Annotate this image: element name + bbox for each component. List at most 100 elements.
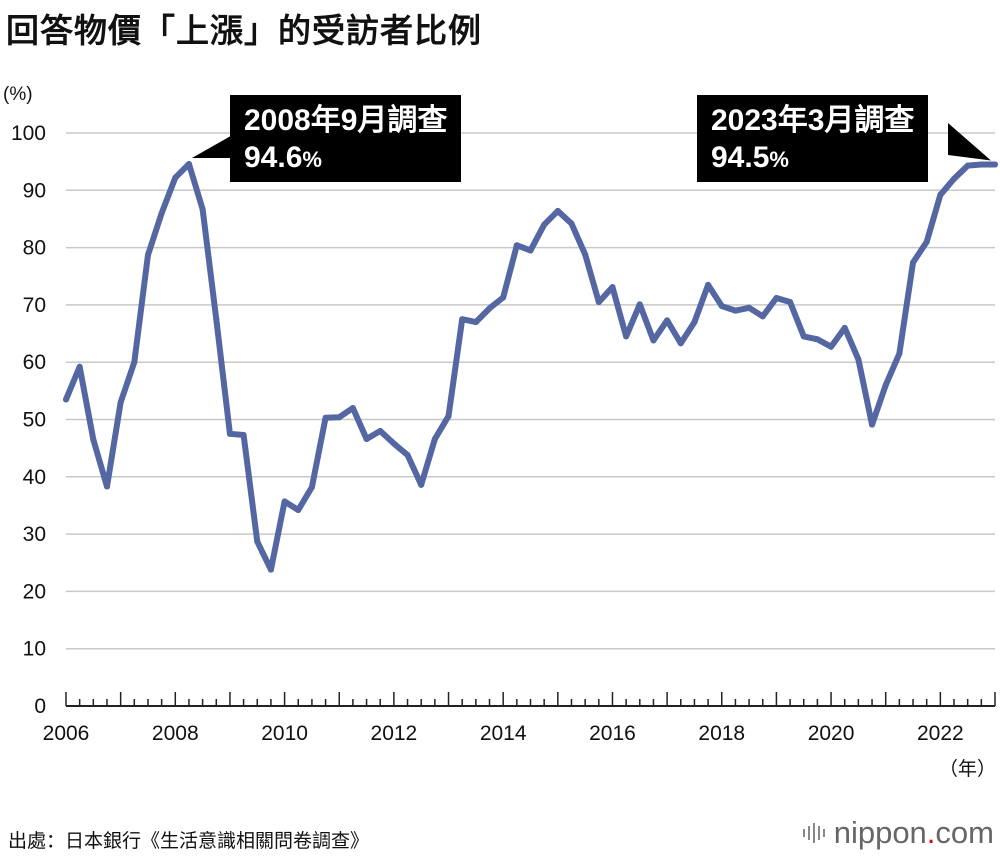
- x-axis-unit-label: （年）: [939, 758, 996, 780]
- x-tick-label-2016: 2016: [589, 722, 636, 745]
- callout-2023-label: 2023年3月調查: [711, 104, 915, 137]
- data-point-2008.5: [199, 206, 206, 213]
- logo-suffix-text: com: [935, 815, 994, 850]
- data-point-2007.75: [158, 210, 165, 217]
- y-tick-label-20: 20: [23, 580, 46, 603]
- logo-dot: .: [926, 815, 936, 850]
- data-point-2010.25: [295, 507, 302, 514]
- data-point-2017: [664, 317, 671, 324]
- data-point-2017.25: [677, 340, 684, 347]
- data-point-2010.5: [308, 484, 315, 491]
- series-layer: [63, 160, 998, 573]
- data-point-2009.5: [254, 538, 261, 545]
- data-point-2014: [500, 294, 507, 301]
- data-point-2022.5: [964, 162, 971, 169]
- data-point-2022.75: [978, 161, 985, 168]
- data-point-2020.5: [855, 356, 862, 363]
- data-point-2019: [773, 295, 780, 302]
- source-note: 出處：日本銀行《生活意識相關問卷調查》: [8, 831, 370, 852]
- data-point-2018.5: [746, 304, 753, 311]
- data-point-2012.5: [418, 481, 425, 488]
- data-point-2018.75: [759, 313, 766, 320]
- callout-2023-pointer: [948, 123, 991, 161]
- series-line-0: [63, 160, 998, 573]
- data-point-2008: [172, 174, 179, 181]
- data-point-2008.25: [185, 160, 192, 167]
- data-point-2014.5: [527, 247, 534, 254]
- data-point-2016.75: [650, 337, 657, 344]
- data-point-2008.75: [213, 316, 220, 323]
- data-point-2015: [554, 207, 561, 214]
- data-point-2020.25: [841, 324, 848, 331]
- data-point-2011.5: [363, 435, 370, 442]
- data-point-2006: [63, 396, 69, 403]
- data-point-2019.25: [787, 299, 794, 306]
- x-tick-label-2008: 2008: [152, 722, 199, 745]
- y-tick-label-60: 60: [23, 351, 46, 374]
- callout-pointers: [191, 123, 991, 161]
- callout-2023-unit: %: [769, 146, 789, 172]
- data-point-2014.25: [513, 242, 520, 249]
- data-point-2009: [226, 430, 233, 437]
- callout-2008-value: 94.6: [244, 140, 303, 174]
- data-point-2012.25: [404, 452, 411, 459]
- y-tick-label-70: 70: [23, 294, 46, 317]
- callout-2008-label: 2008年9月調查: [244, 104, 448, 137]
- data-point-2006.75: [103, 483, 110, 490]
- data-point-2020: [828, 343, 835, 350]
- data-point-2013: [445, 413, 452, 420]
- data-point-2022.25: [951, 175, 958, 182]
- nippon-logo: nippon. com: [802, 815, 994, 851]
- data-point-2019.5: [800, 333, 807, 340]
- callout-2008-pointer: [191, 133, 236, 158]
- x-tick-label-2020: 2020: [808, 722, 855, 745]
- callout-2023-value: 94.5: [711, 140, 770, 174]
- data-point-2015.75: [595, 299, 602, 306]
- data-point-2017.5: [691, 319, 698, 326]
- callout-2023-latest: 2023年3月調查 94.5%: [697, 95, 929, 183]
- data-point-2021: [882, 382, 889, 389]
- y-tick-label-0: 0: [34, 695, 46, 718]
- callout-2023-value-line: 94.5%: [711, 140, 914, 177]
- data-point-2018: [718, 303, 725, 310]
- x-tick-label-2010: 2010: [261, 722, 308, 745]
- data-point-2010.75: [322, 414, 329, 421]
- data-point-2015.5: [582, 251, 589, 258]
- axes: 0 10 20 30 40 50 60 70 80 90 100 2006 2008 2010 2012 20…: [11, 122, 996, 745]
- y-axis-unit-label: (%): [3, 84, 33, 105]
- y-tick-label-80: 80: [23, 237, 46, 260]
- data-point-2022: [937, 191, 944, 198]
- y-tick-label-90: 90: [23, 179, 46, 202]
- data-point-2012: [390, 440, 397, 447]
- data-point-2006.25: [76, 363, 83, 370]
- data-point-2020.75: [869, 421, 876, 428]
- x-tick-label-2006: 2006: [43, 722, 90, 745]
- data-point-2017.75: [705, 281, 712, 288]
- data-point-2016.5: [636, 301, 643, 308]
- data-point-2007: [117, 399, 124, 406]
- data-point-2013.5: [472, 319, 479, 326]
- data-point-2012.75: [431, 435, 438, 442]
- y-tick-label-30: 30: [23, 523, 46, 546]
- data-point-2013.75: [486, 305, 493, 312]
- logo-bars-icon: [802, 818, 828, 848]
- callout-2008-unit: %: [302, 146, 322, 172]
- data-point-2015.25: [568, 220, 575, 227]
- data-point-2021.75: [923, 238, 930, 245]
- data-point-2019.75: [814, 336, 821, 343]
- data-point-2016: [609, 284, 616, 291]
- data-point-2009.25: [240, 431, 247, 438]
- callout-2008-peak: 2008年9月調查 94.6%: [230, 95, 462, 183]
- callout-2008-value-line: 94.6%: [244, 140, 447, 177]
- data-point-2011.75: [377, 427, 384, 434]
- chart-title: 回答物價「上漲」的受訪者比例: [6, 12, 482, 49]
- data-point-2021.25: [896, 350, 903, 357]
- y-tick-label-10: 10: [23, 638, 46, 661]
- data-point-2006.5: [90, 436, 97, 443]
- data-point-2011: [336, 414, 343, 421]
- data-point-2018.25: [732, 307, 739, 314]
- data-point-2011.25: [349, 405, 356, 412]
- data-point-2010: [281, 498, 288, 505]
- x-tick-label-2014: 2014: [480, 722, 527, 745]
- data-point-2014.75: [541, 221, 548, 228]
